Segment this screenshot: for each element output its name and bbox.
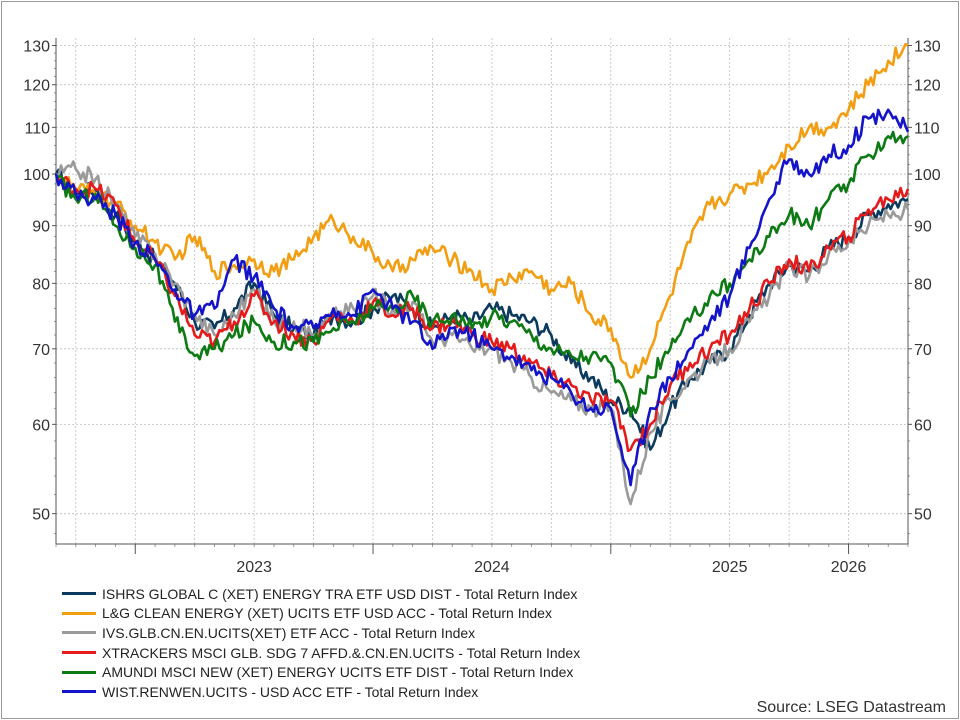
legend-swatch	[62, 651, 96, 655]
y-tick-label-right: 50	[914, 507, 932, 524]
legend-item: WIST.RENWEN.UCITS - USD ACC ETF - Total …	[62, 682, 782, 702]
x-tick-label: 2023	[236, 559, 272, 576]
y-tick-label-right: 110	[914, 120, 940, 137]
legend-swatch	[62, 690, 96, 694]
y-tick-label-left: 50	[32, 507, 50, 524]
gridlines	[56, 38, 909, 544]
y-tick-label-left: 60	[32, 417, 50, 434]
legend-swatch	[62, 592, 96, 596]
y-tick-label-right: 100	[914, 167, 941, 184]
legend: ISHRS GLOBAL C (XET) ENERGY TRA ETF USD …	[62, 584, 782, 702]
x-tick-label: 2026	[831, 559, 867, 576]
series-line-1	[54, 168, 909, 451]
source-note: Source: LSEG Datastream	[756, 699, 946, 716]
x-tick-label: 2025	[712, 559, 748, 576]
legend-swatch	[62, 631, 96, 635]
y-tick-label-right: 130	[914, 38, 941, 55]
legend-swatch	[62, 611, 96, 615]
y-tick-label-left: 80	[32, 276, 50, 293]
series-line-5	[55, 130, 909, 418]
axes	[52, 38, 912, 554]
legend-label: WIST.RENWEN.UCITS - USD ACC ETF - Total …	[102, 683, 479, 700]
legend-item: AMUNDI MSCI NEW (XET) ENERGY UCITS ETF D…	[62, 662, 782, 682]
y-tick-label-right: 120	[914, 78, 941, 95]
legend-label: IVS.GLB.CN.EN.UCITS(XET) ETF ACC - Total…	[102, 624, 476, 641]
line-chart: 50 60 70 80 90 100 110 120 130 50 60 70 80 90 100 110 12…	[23, 38, 941, 576]
legend-item: IVS.GLB.CN.EN.UCITS(XET) ETF ACC - Total…	[62, 623, 782, 643]
legend-swatch	[62, 670, 96, 674]
series-line-6	[54, 108, 910, 487]
y-tick-label-left: 130	[23, 38, 50, 55]
y-tick-label-left: 120	[23, 78, 50, 95]
y-tick-label-right: 70	[914, 342, 932, 359]
legend-item: XTRACKERS MSCI GLB. SDG 7 AFFD.&.CN.EN.U…	[62, 643, 782, 663]
y-tick-label-right: 90	[914, 219, 932, 236]
y-tick-label-left: 110	[24, 120, 50, 137]
y-tick-label-left: 70	[32, 342, 50, 359]
legend-item: L&G CLEAN ENERGY (XET) UCITS ETF USD ACC…	[62, 604, 782, 624]
y-tick-label-left: 100	[23, 167, 50, 184]
legend-label: XTRACKERS MSCI GLB. SDG 7 AFFD.&.CN.EN.U…	[102, 644, 581, 661]
y-tick-label-left: 90	[32, 219, 50, 236]
legend-item: ISHRS GLOBAL C (XET) ENERGY TRA ETF USD …	[62, 584, 782, 604]
tick-labels: 50 60 70 80 90 100 110 120 130 50 60 70 80 90 100 110 12…	[23, 38, 941, 576]
series-line-2	[54, 42, 909, 379]
series-line-3	[55, 160, 910, 506]
legend-label: AMUNDI MSCI NEW (XET) ENERGY UCITS ETF D…	[102, 664, 574, 681]
series-lines	[54, 42, 910, 506]
legend-label: ISHRS GLOBAL C (XET) ENERGY TRA ETF USD …	[102, 585, 578, 602]
legend-label: L&G CLEAN ENERGY (XET) UCITS ETF USD ACC…	[102, 605, 552, 622]
x-tick-label: 2024	[474, 559, 510, 576]
y-tick-label-right: 60	[914, 417, 932, 434]
y-tick-label-right: 80	[914, 276, 932, 293]
